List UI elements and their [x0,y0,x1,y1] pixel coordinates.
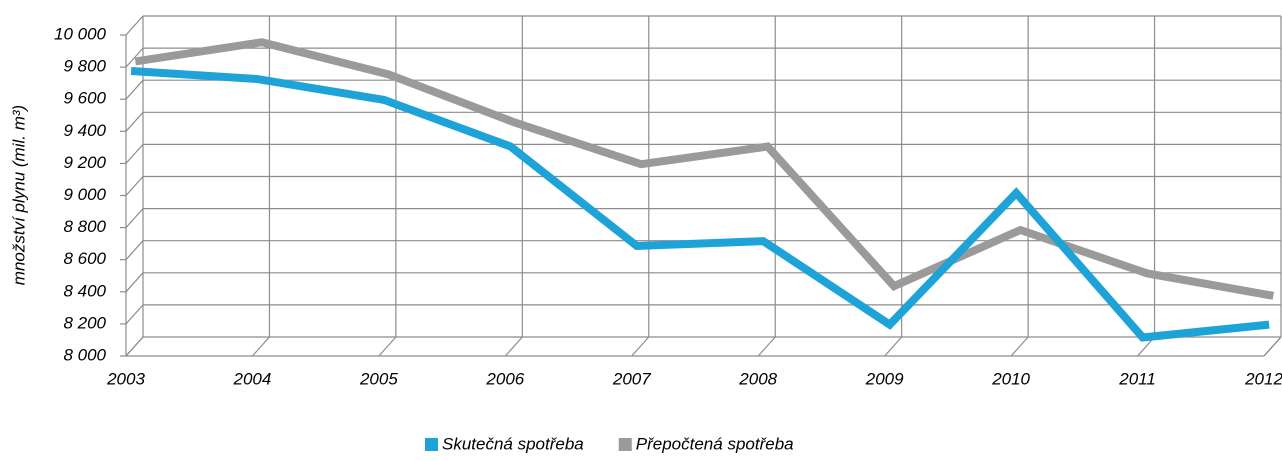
floor-line [504,336,523,357]
y-tick-label: 9 400 [63,121,106,140]
y-tick-label: 8 200 [63,313,106,332]
grid-line [125,272,144,293]
x-tick-label: 2012 [1244,369,1282,388]
x-tick-label: 2008 [738,369,777,388]
legend-swatch [425,438,438,451]
x-tick-label: 2006 [485,369,524,388]
floor-line [125,336,144,357]
legend-label: Skutečná spotřeba [442,434,584,453]
floor-line [884,336,903,357]
floor-line [757,336,776,357]
floor-line [1010,336,1029,357]
x-tick-label: 2011 [1118,369,1156,388]
y-tick-label: 8 600 [63,249,106,268]
x-tick-label: 2010 [991,369,1030,388]
grid-line [125,111,144,132]
y-tick-label: 9 800 [63,57,106,76]
y-tick-label: 9 200 [63,153,106,172]
grid-line [125,208,144,229]
floor-line [251,336,270,357]
legend-swatch [618,438,632,451]
grid-line [125,176,144,196]
floor-line [631,336,650,357]
y-tick-label: 9 000 [63,185,106,204]
series-line [134,38,1275,300]
x-tick-label: 2009 [865,369,904,388]
x-tick-label: 2003 [106,369,145,388]
y-tick-label: 8 800 [63,217,106,236]
legend-label: Přepočtená spotřeba [636,434,794,453]
grid-line [125,240,144,261]
grid-line [125,79,144,100]
y-axis-label: množství plynu (mil. m³) [9,105,28,285]
series-line [130,67,1270,342]
floor-line [378,336,397,357]
axis-line [1263,336,1282,357]
grid-line [125,15,144,36]
x-tick-label: 2007 [612,369,651,388]
y-tick-label: 8 400 [63,281,106,300]
y-tick-label: 10 000 [54,24,107,43]
x-tick-label: 2005 [359,369,398,388]
y-tick-label: 9 600 [63,89,106,108]
grid-line [125,143,144,164]
y-tick-label: 8 000 [63,345,106,364]
grid-line [125,47,144,68]
x-tick-label: 2004 [233,369,272,388]
grid-line [125,304,144,325]
